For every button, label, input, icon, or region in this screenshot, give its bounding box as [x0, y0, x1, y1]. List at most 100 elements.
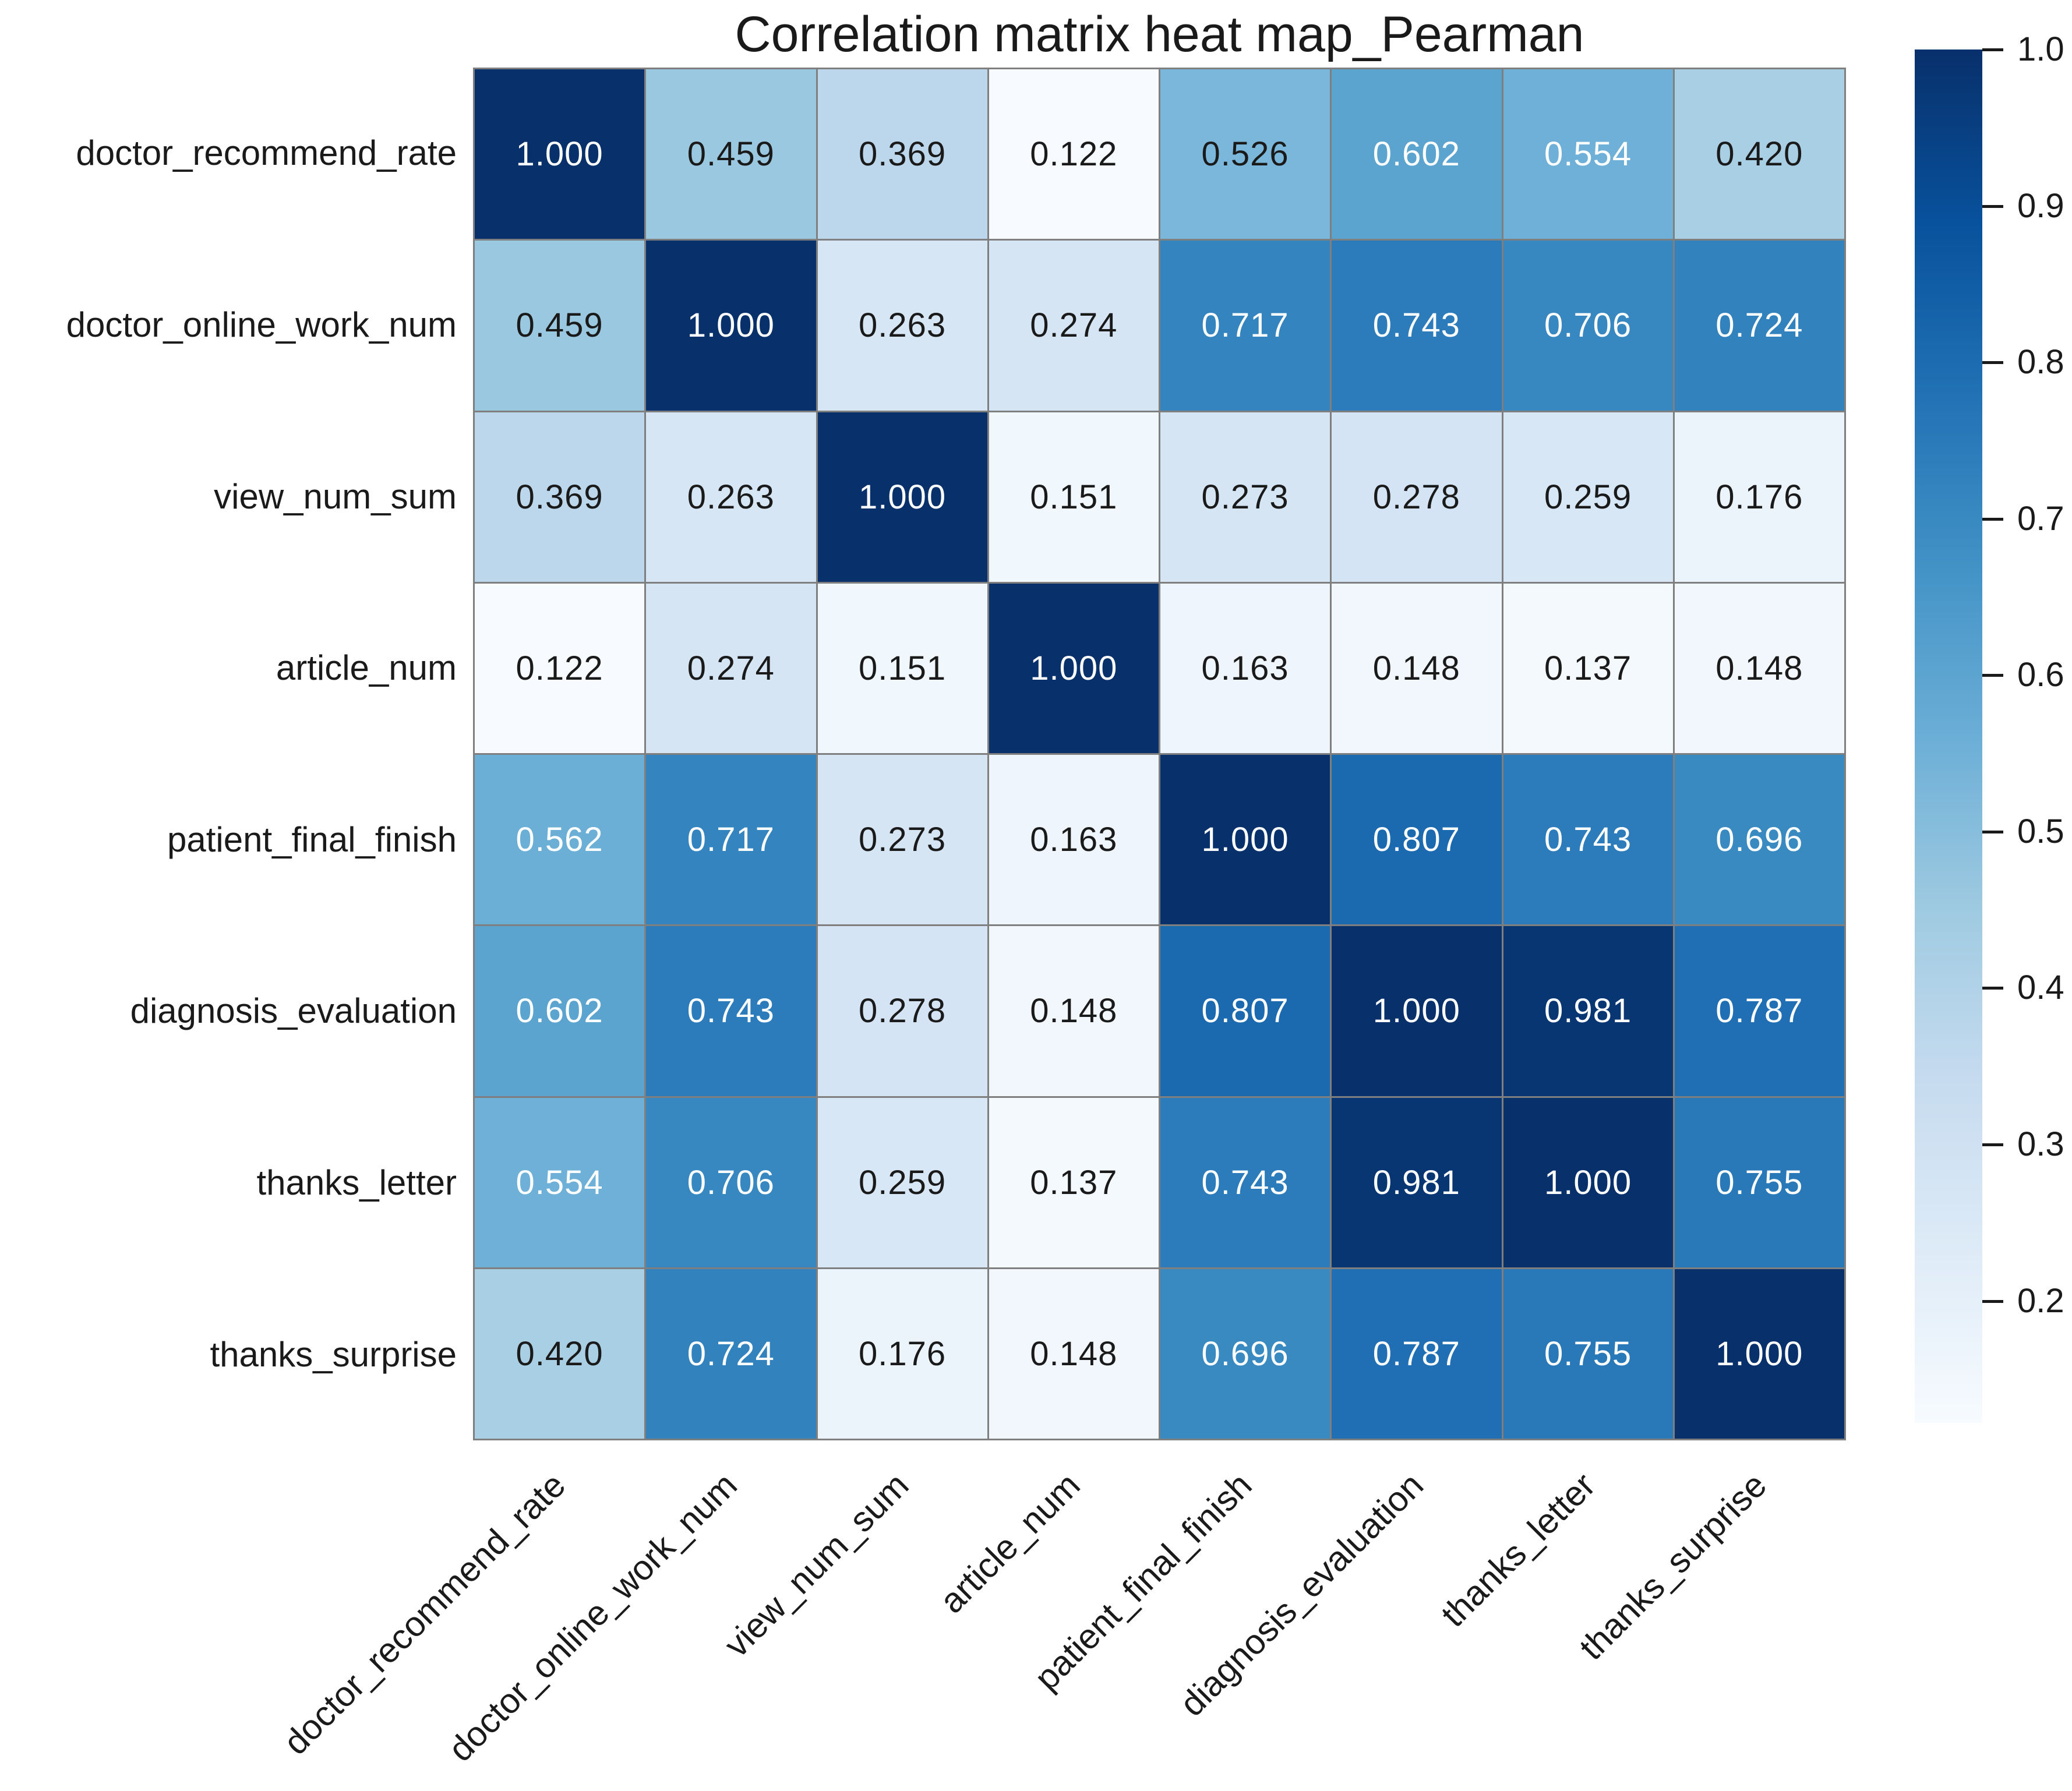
- heatmap-cell: 0.176: [817, 1269, 987, 1439]
- x-axis-label: view_num_sum: [716, 1465, 916, 1665]
- colorbar-tick-label: 0.7: [2017, 499, 2064, 538]
- heatmap-cell: 0.259: [817, 1097, 987, 1267]
- heatmap-cell: 0.743: [646, 926, 816, 1096]
- heatmap-cell: 0.743: [1503, 755, 1673, 925]
- x-axis-label: thanks_surprise: [1572, 1465, 1774, 1668]
- colorbar-tick: [1982, 987, 2003, 990]
- heatmap-cell: 0.755: [1674, 1097, 1844, 1267]
- heatmap-cell: 0.148: [989, 926, 1159, 1096]
- heatmap-cell: 0.743: [1160, 1097, 1330, 1267]
- heatmap-cell: 0.263: [817, 241, 987, 411]
- heatmap-cell: 0.706: [1503, 241, 1673, 411]
- heatmap-cell: 0.274: [989, 241, 1159, 411]
- heatmap-cell: 0.278: [817, 926, 987, 1096]
- heatmap-cell: 1.000: [1674, 1269, 1844, 1439]
- heatmap-cell: 0.696: [1674, 755, 1844, 925]
- colorbar-tick: [1982, 1143, 2003, 1146]
- heatmap-cell: 0.981: [1503, 926, 1673, 1096]
- heatmap-grid: 1.000 0.459 0.369 0.122 0.526 0.602 0.554 0.420…: [473, 68, 1846, 1440]
- heatmap-cell: 1.000: [989, 583, 1159, 753]
- heatmap-cell: 0.259: [1503, 412, 1673, 582]
- heatmap-cell: 0.459: [475, 241, 645, 411]
- colorbar-tick-label: 0.6: [2017, 656, 2064, 694]
- y-axis-label: doctor_online_work_num: [66, 305, 457, 344]
- heatmap-cell: 1.000: [475, 69, 645, 239]
- colorbar-tick: [1982, 204, 2003, 208]
- heatmap-cell: 0.274: [646, 583, 816, 753]
- heatmap-cell: 0.717: [646, 755, 816, 925]
- x-axis-label: thanks_letter: [1433, 1465, 1602, 1635]
- heatmap-cell: 0.137: [1503, 583, 1673, 753]
- heatmap-cell: 0.562: [475, 755, 645, 925]
- heatmap-cell: 0.602: [1332, 69, 1502, 239]
- y-axis-label: view_num_sum: [214, 476, 457, 516]
- heatmap-cell: 0.148: [989, 1269, 1159, 1439]
- heatmap-cell: 0.602: [475, 926, 645, 1096]
- colorbar-tick: [1982, 48, 2003, 51]
- colorbar-tick-label: 0.4: [2017, 969, 2064, 1007]
- y-axis-label: article_num: [276, 648, 457, 688]
- heatmap-cell: 0.273: [1160, 412, 1330, 582]
- heatmap-cell: 0.787: [1332, 1269, 1502, 1439]
- heatmap-cell: 0.278: [1332, 412, 1502, 582]
- heatmap-cell: 0.459: [646, 69, 816, 239]
- heatmap-cell: 0.163: [1160, 583, 1330, 753]
- heatmap-cell: 1.000: [817, 412, 987, 582]
- heatmap-cell: 0.151: [989, 412, 1159, 582]
- chart-title: Correlation matrix heat map_Pearman: [735, 6, 1584, 62]
- colorbar: [1915, 50, 1982, 1423]
- heatmap-cell: 1.000: [646, 241, 816, 411]
- colorbar-tick-label: 0.9: [2017, 186, 2064, 225]
- heatmap-cell: 0.263: [646, 412, 816, 582]
- heatmap-cell: 1.000: [1160, 755, 1330, 925]
- heatmap-cell: 0.122: [989, 69, 1159, 239]
- heatmap-cell: 0.743: [1332, 241, 1502, 411]
- heatmap-cell: 0.369: [475, 412, 645, 582]
- heatmap-cell: 1.000: [1332, 926, 1502, 1096]
- heatmap-cell: 0.696: [1160, 1269, 1330, 1439]
- heatmap-cell: 1.000: [1503, 1097, 1673, 1267]
- heatmap-cell: 0.787: [1674, 926, 1844, 1096]
- heatmap-cell: 0.148: [1674, 583, 1844, 753]
- heatmap-cell: 0.554: [475, 1097, 645, 1267]
- x-axis-label: doctor_online_work_num: [440, 1465, 744, 1769]
- heatmap-cell: 0.273: [817, 755, 987, 925]
- heatmap-cell: 0.122: [475, 583, 645, 753]
- colorbar-tick-label: 0.5: [2017, 812, 2064, 850]
- colorbar-tick-label: 0.2: [2017, 1281, 2064, 1320]
- heatmap-cell: 0.755: [1503, 1269, 1673, 1439]
- colorbar-tick-label: 1.0: [2017, 30, 2064, 68]
- heatmap-cell: 0.526: [1160, 69, 1330, 239]
- y-axis-label: thanks_letter: [256, 1163, 457, 1203]
- heatmap-cell: 0.176: [1674, 412, 1844, 582]
- heatmap-cell: 0.554: [1503, 69, 1673, 239]
- heatmap-cell: 0.148: [1332, 583, 1502, 753]
- heatmap-cell: 0.420: [475, 1269, 645, 1439]
- y-axis-label: patient_final_finish: [167, 819, 457, 859]
- heatmap-cell: 0.807: [1332, 755, 1502, 925]
- colorbar-tick: [1982, 674, 2003, 677]
- colorbar-tick: [1982, 830, 2003, 833]
- colorbar-tick: [1982, 517, 2003, 521]
- colorbar-tick-label: 0.8: [2017, 343, 2064, 381]
- colorbar-tick: [1982, 1299, 2003, 1303]
- heatmap-cell: 0.151: [817, 583, 987, 753]
- x-axis-label: article_num: [932, 1465, 1088, 1621]
- heatmap-cell: 0.724: [646, 1269, 816, 1439]
- heatmap-cell: 0.706: [646, 1097, 816, 1267]
- heatmap-cell: 0.163: [989, 755, 1159, 925]
- heatmap-cell: 0.717: [1160, 241, 1330, 411]
- heatmap-cell: 0.420: [1674, 69, 1844, 239]
- heatmap-cell: 0.369: [817, 69, 987, 239]
- colorbar-tick: [1982, 361, 2003, 365]
- heatmap-cell: 0.137: [989, 1097, 1159, 1267]
- heatmap-cell: 0.807: [1160, 926, 1330, 1096]
- heatmap-cell: 0.724: [1674, 241, 1844, 411]
- x-axis-label: doctor_recommend_rate: [276, 1465, 573, 1762]
- y-axis-label: thanks_surprise: [210, 1334, 457, 1374]
- y-axis-label: diagnosis_evaluation: [130, 991, 457, 1031]
- heatmap-cell: 0.981: [1332, 1097, 1502, 1267]
- y-axis-label: doctor_recommend_rate: [76, 133, 457, 173]
- colorbar-tick-label: 0.3: [2017, 1125, 2064, 1163]
